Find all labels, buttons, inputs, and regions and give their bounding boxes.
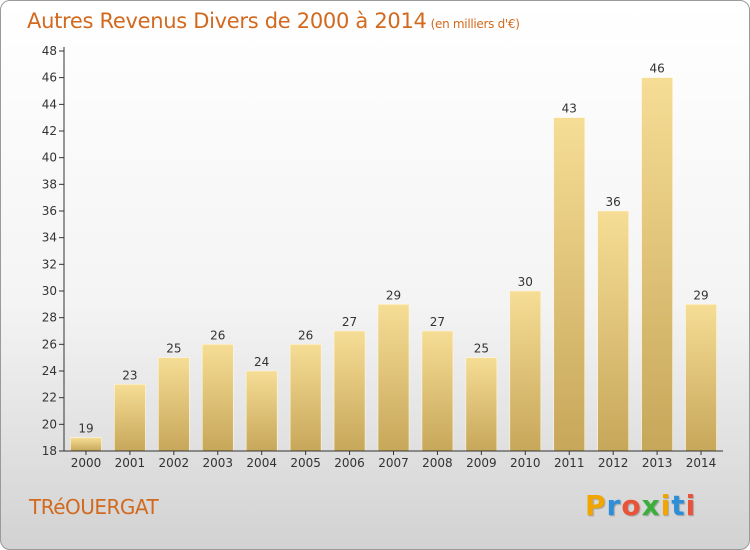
bar-value-label: 25 [166,342,181,356]
logo-letter: P [585,489,607,522]
bar-2004 [245,370,278,452]
bar-value-label: 23 [122,368,137,382]
y-tick-label: 44 [42,97,57,111]
logo-letter: r [606,489,622,522]
logo-letter: x [641,489,661,522]
x-tick-label: 2012 [598,456,629,470]
x-tick-label: 2014 [686,456,717,470]
y-tick-label: 32 [42,257,57,271]
bar-value-label: 29 [693,288,708,302]
y-tick-label: 24 [42,364,57,378]
logo-letter: t [671,489,686,522]
bar-value-label: 29 [386,288,401,302]
bar-2003 [201,344,234,452]
title-unit: (en milliers d'€) [430,17,520,31]
bar-value-label: 36 [606,195,621,209]
y-tick-label: 42 [42,124,57,138]
logo-letter: i [660,489,672,522]
bar-value-label: 30 [518,275,533,289]
y-tick-label: 40 [42,151,57,165]
bar-value-label: 27 [430,315,445,329]
x-tick-label: 2007 [378,456,409,470]
commune-name: TRéOUERGAT [29,495,159,519]
y-tick-label: 46 [42,71,57,85]
x-tick-label: 2000 [71,456,102,470]
title-main: Autres Revenus Divers de 2000 à 2014 [27,9,427,33]
bar-value-label: 26 [298,328,313,342]
chart-title: Autres Revenus Divers de 2000 à 2014 (en … [27,9,520,33]
bar-value-label: 19 [78,422,93,436]
logo-letter: i [685,489,697,522]
bar-2011 [553,117,586,452]
y-tick-label: 18 [42,444,57,458]
y-tick-label: 38 [42,177,57,191]
bar-2005 [289,344,322,452]
y-tick-label: 30 [42,284,57,298]
y-tick-label: 26 [42,337,57,351]
y-axis: 18 20 22 24 26 28 30 32 34 36 38 40 42 44 46 48 [42,44,65,458]
x-tick-label: 2009 [466,456,497,470]
bar-value-label: 24 [254,355,269,369]
bar-2006 [333,330,366,452]
x-tick-label: 2006 [334,456,365,470]
proxiti-logo: Proxiti [585,489,696,522]
bar-value-label: 27 [342,315,357,329]
x-tick-label: 2010 [510,456,541,470]
bar-value-label: 25 [474,342,489,356]
bar-value-label: 26 [210,328,225,342]
x-tick-label: 2004 [246,456,277,470]
x-axis: 2000 2001 2002 2003 2004 2005 2006 2007 2008 2009… [64,450,723,470]
y-tick-label: 28 [42,311,57,325]
y-tick-label: 48 [42,44,57,58]
bar-2002 [158,357,190,452]
bar-value-label: 43 [562,102,577,116]
bar-2012 [597,210,629,452]
y-tick-label: 36 [42,204,57,218]
logo-letter: o [621,489,642,522]
bar-2007 [377,304,410,452]
bar-2008 [421,330,454,452]
y-tick-label: 34 [42,231,57,245]
bar-2001 [114,384,146,452]
bar-2014 [685,304,717,452]
y-tick-label: 20 [42,417,57,431]
bar-value-label: 46 [649,62,664,76]
x-tick-label: 2011 [554,456,585,470]
bars: 19 23 25 26 24 26 27 29 27 25 30 43 36 46 29 [70,62,717,452]
bar-2000 [70,437,102,452]
x-tick-label: 2008 [422,456,453,470]
y-tick-label: 22 [42,391,57,405]
bar-2010 [509,290,542,452]
x-tick-label: 2005 [290,456,321,470]
x-tick-label: 2001 [115,456,146,470]
x-tick-label: 2003 [202,456,233,470]
x-tick-label: 2002 [159,456,190,470]
x-tick-label: 2013 [642,456,673,470]
bar-2013 [641,77,673,452]
bar-2009 [465,357,498,452]
